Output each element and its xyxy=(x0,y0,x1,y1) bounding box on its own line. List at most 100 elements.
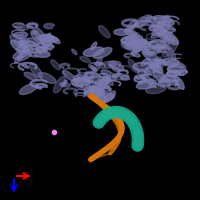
Ellipse shape xyxy=(134,39,147,52)
Ellipse shape xyxy=(91,65,97,71)
Ellipse shape xyxy=(23,64,29,68)
Ellipse shape xyxy=(73,81,91,91)
Ellipse shape xyxy=(128,59,138,73)
Ellipse shape xyxy=(95,93,114,102)
Ellipse shape xyxy=(33,27,46,42)
Ellipse shape xyxy=(10,35,26,48)
Ellipse shape xyxy=(134,15,152,27)
Ellipse shape xyxy=(31,31,38,34)
Ellipse shape xyxy=(96,57,102,66)
Ellipse shape xyxy=(16,48,22,54)
Ellipse shape xyxy=(153,70,170,86)
Ellipse shape xyxy=(158,60,165,63)
Ellipse shape xyxy=(39,47,46,53)
Ellipse shape xyxy=(174,76,184,89)
Ellipse shape xyxy=(43,35,57,42)
Ellipse shape xyxy=(19,83,38,95)
Ellipse shape xyxy=(80,57,90,63)
Ellipse shape xyxy=(153,59,164,63)
Ellipse shape xyxy=(30,63,42,78)
Ellipse shape xyxy=(122,35,143,44)
Ellipse shape xyxy=(98,75,111,90)
Ellipse shape xyxy=(133,65,150,74)
Ellipse shape xyxy=(81,77,93,83)
Ellipse shape xyxy=(39,36,53,49)
Ellipse shape xyxy=(124,29,137,36)
Ellipse shape xyxy=(138,17,147,27)
Ellipse shape xyxy=(114,29,130,35)
Ellipse shape xyxy=(25,44,33,53)
Ellipse shape xyxy=(113,74,128,80)
Ellipse shape xyxy=(90,86,106,102)
Ellipse shape xyxy=(20,38,29,50)
Ellipse shape xyxy=(94,62,103,66)
Ellipse shape xyxy=(141,58,150,66)
Ellipse shape xyxy=(84,87,104,96)
Ellipse shape xyxy=(60,83,70,87)
Ellipse shape xyxy=(11,40,26,53)
Ellipse shape xyxy=(34,51,50,57)
Ellipse shape xyxy=(83,47,104,56)
Ellipse shape xyxy=(45,37,59,43)
Ellipse shape xyxy=(15,24,29,30)
Ellipse shape xyxy=(36,47,47,52)
Ellipse shape xyxy=(154,25,167,40)
Ellipse shape xyxy=(50,37,60,44)
Ellipse shape xyxy=(160,30,178,45)
Ellipse shape xyxy=(45,33,51,39)
Ellipse shape xyxy=(123,33,139,46)
Ellipse shape xyxy=(106,78,113,85)
Ellipse shape xyxy=(99,25,110,38)
Ellipse shape xyxy=(62,80,67,86)
Ellipse shape xyxy=(18,49,33,61)
Ellipse shape xyxy=(85,85,94,90)
Ellipse shape xyxy=(159,58,169,67)
Ellipse shape xyxy=(128,44,134,48)
Ellipse shape xyxy=(77,75,84,78)
Ellipse shape xyxy=(54,76,65,93)
Ellipse shape xyxy=(158,29,166,36)
Ellipse shape xyxy=(149,62,163,73)
Ellipse shape xyxy=(15,55,23,63)
Ellipse shape xyxy=(156,22,165,28)
Ellipse shape xyxy=(38,72,56,83)
Ellipse shape xyxy=(170,60,180,65)
Ellipse shape xyxy=(21,38,42,46)
Ellipse shape xyxy=(90,85,110,94)
Ellipse shape xyxy=(140,75,153,84)
Ellipse shape xyxy=(162,40,178,57)
Ellipse shape xyxy=(13,49,30,59)
Ellipse shape xyxy=(157,67,163,71)
Ellipse shape xyxy=(112,67,119,72)
Ellipse shape xyxy=(153,16,174,26)
Ellipse shape xyxy=(143,47,147,53)
Ellipse shape xyxy=(167,66,187,75)
Ellipse shape xyxy=(74,76,84,88)
Ellipse shape xyxy=(84,90,92,94)
Ellipse shape xyxy=(126,38,140,52)
Ellipse shape xyxy=(166,34,175,41)
Ellipse shape xyxy=(126,20,137,32)
Ellipse shape xyxy=(164,45,176,60)
Ellipse shape xyxy=(63,71,75,81)
Ellipse shape xyxy=(160,58,180,66)
Ellipse shape xyxy=(144,62,161,75)
Ellipse shape xyxy=(163,62,172,65)
Ellipse shape xyxy=(21,50,28,52)
Ellipse shape xyxy=(104,91,115,103)
Ellipse shape xyxy=(13,32,28,38)
Ellipse shape xyxy=(121,41,142,52)
Ellipse shape xyxy=(110,64,124,70)
Ellipse shape xyxy=(153,39,170,53)
Ellipse shape xyxy=(144,45,164,56)
Ellipse shape xyxy=(23,48,31,51)
Ellipse shape xyxy=(112,74,120,77)
Ellipse shape xyxy=(93,78,109,92)
Ellipse shape xyxy=(132,38,150,47)
Ellipse shape xyxy=(86,74,106,84)
Ellipse shape xyxy=(152,22,170,29)
Ellipse shape xyxy=(84,89,103,97)
Ellipse shape xyxy=(34,43,41,52)
Ellipse shape xyxy=(152,65,159,68)
Ellipse shape xyxy=(156,24,175,33)
